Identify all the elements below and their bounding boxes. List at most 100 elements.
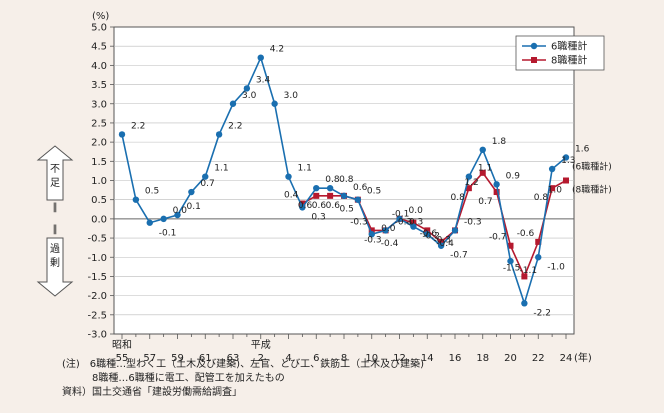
data-point xyxy=(160,215,167,223)
equals-mark: ‖ xyxy=(53,224,58,235)
data-label: 0.5 xyxy=(367,187,381,197)
data-point xyxy=(479,146,486,153)
data-point xyxy=(549,185,556,192)
y-tick-label: -2.0 xyxy=(87,291,107,302)
x-tick-label: 22 xyxy=(532,353,545,364)
y-tick-label: 2.5 xyxy=(91,118,107,129)
data-point xyxy=(354,196,362,203)
data-label: 0.8 xyxy=(325,175,340,185)
data-point xyxy=(535,238,542,245)
data-point xyxy=(313,184,320,192)
data-label: -0.2 xyxy=(422,232,440,242)
data-point xyxy=(424,231,431,238)
y-tick-label: -0.5 xyxy=(87,234,107,245)
data-point xyxy=(285,173,292,180)
data-label: 0.0 xyxy=(173,206,188,216)
data-point xyxy=(451,227,459,234)
data-label: 1.8 xyxy=(492,137,507,147)
y-tick-label: 3.0 xyxy=(91,99,107,110)
data-point xyxy=(507,257,514,265)
y-unit-label: (%) xyxy=(92,11,109,22)
y-tick-label: 0.0 xyxy=(91,214,107,225)
data-point xyxy=(562,154,570,161)
data-point xyxy=(215,131,223,138)
x-era-label: 昭和 xyxy=(112,339,132,351)
y-tick-label: 0.5 xyxy=(91,195,107,206)
data-label: 1.2 xyxy=(464,178,478,188)
series-end-label: (6職種計) xyxy=(572,160,612,172)
equals-mark: ‖ xyxy=(53,202,58,213)
data-label: 1.3 xyxy=(561,156,575,166)
data-point xyxy=(396,215,403,223)
legend-entry: 8職種計 xyxy=(551,54,587,67)
y-tick-label: 1.5 xyxy=(91,157,107,168)
down-arrow-icon xyxy=(36,237,74,297)
data-label: -0.3 xyxy=(364,235,382,245)
legend-box xyxy=(515,35,605,71)
up-arrow-icon xyxy=(36,145,74,201)
data-point xyxy=(132,196,140,203)
data-point xyxy=(271,100,278,107)
data-label: -0.7 xyxy=(489,233,507,243)
data-label: -1.1 xyxy=(520,266,538,276)
x-tick-label: 18 xyxy=(476,353,489,364)
data-label: 0.6 xyxy=(312,201,327,211)
data-label: -0.3 xyxy=(464,217,482,227)
data-point xyxy=(257,54,264,61)
data-label: 0.5 xyxy=(340,205,354,215)
data-label: 1.1 xyxy=(298,164,312,174)
data-point xyxy=(299,200,306,207)
data-point xyxy=(410,223,417,230)
data-label: -0.3 xyxy=(395,217,413,227)
data-label: -0.3 xyxy=(406,217,424,227)
data-label: 0.7 xyxy=(478,197,492,207)
x-tick-label: 16 xyxy=(449,353,462,364)
x-tick-label: 2 xyxy=(258,353,264,364)
data-point xyxy=(465,173,473,180)
legend-marker xyxy=(530,42,538,50)
data-label: 0.0 xyxy=(409,206,424,216)
side-label-char: 過 xyxy=(50,243,60,255)
data-point xyxy=(299,204,306,211)
x-tick-label: 57 xyxy=(143,353,156,364)
note-line: (注) 6職種…型わく工（土木及び建築)、左官、とび工、鉄筋工（土木及び建築) xyxy=(62,359,424,370)
data-point xyxy=(424,227,431,234)
data-label: 0.7 xyxy=(200,179,214,189)
data-point xyxy=(521,300,528,307)
series-end-label: (8職種計) xyxy=(572,184,612,196)
legend-marker xyxy=(531,57,537,63)
data-point xyxy=(202,173,209,180)
data-label: -0.7 xyxy=(450,251,468,261)
side-label-char: 不 xyxy=(50,164,60,175)
data-label: -0.4 xyxy=(381,239,399,249)
data-label: 1.1 xyxy=(478,164,492,174)
data-label: 0.4 xyxy=(284,191,299,201)
data-label: 0.3 xyxy=(311,212,325,222)
y-axis: 5.0 4.5 4.0 3.5 3.0 2.5 2.0 1.5 1.0 0.5 0.0 -0.5 -1.… xyxy=(87,23,114,341)
y-tick-label: 3.5 xyxy=(91,80,107,91)
x-tick-label: 8 xyxy=(341,353,347,364)
y-tick-label: -2.5 xyxy=(87,310,107,321)
data-point xyxy=(326,184,334,192)
data-label: -0.6 xyxy=(517,229,535,239)
shortage-label: 不足 xyxy=(50,164,60,189)
data-label: -0.3 xyxy=(433,235,451,245)
y-tick-label: -1.5 xyxy=(87,272,107,283)
data-point xyxy=(243,85,251,92)
side-label-char: 剰 xyxy=(50,257,60,269)
data-point xyxy=(493,189,500,196)
data-point xyxy=(382,227,389,234)
footnotes: (注) 6職種…型わく工（土木及び建築)、左官、とび工、鉄筋工（土木及び建築) … xyxy=(62,358,424,400)
y-tick-label: 2.0 xyxy=(91,138,107,149)
data-label: 0.9 xyxy=(506,171,521,181)
data-point xyxy=(535,254,542,261)
data-point xyxy=(327,192,334,199)
x-tick-label: 59 xyxy=(171,353,184,364)
data-point xyxy=(563,177,569,184)
legend-entry: 6職種計 xyxy=(551,40,587,53)
data-label: -0.3 xyxy=(350,217,368,227)
x-tick-label: 14 xyxy=(421,353,434,364)
data-point xyxy=(493,181,500,188)
data-label: 0.5 xyxy=(145,187,159,197)
data-label: 0.1 xyxy=(187,202,201,212)
